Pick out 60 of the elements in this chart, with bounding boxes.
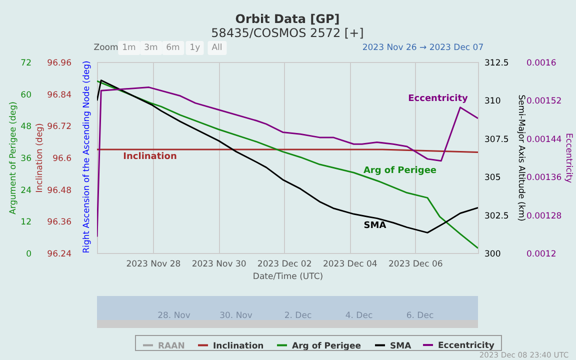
y-tick-label: 12 — [20, 218, 32, 228]
text: 1y — [186, 41, 204, 55]
y3-tick-label: 96.72 — [47, 122, 72, 132]
annotation: Eccentricity — [408, 94, 468, 104]
y3-tick-label: 96.84 — [47, 90, 72, 100]
y-tick-label: 0.00128 — [526, 211, 562, 222]
y-axis-title: Eccentricity — [564, 133, 574, 183]
y-tick-label: 0.0012 — [526, 250, 556, 260]
y-tick-label: 60 — [20, 90, 32, 100]
text: Zoom — [94, 43, 118, 53]
y2-tick-label: 310 — [484, 96, 501, 107]
y2-axis-title: Semi-Major Axis Altitude (km) — [516, 94, 526, 222]
y-tick-label: 0.00152 — [526, 96, 562, 107]
text: 3m — [140, 41, 162, 55]
legend-label: SMA — [390, 341, 412, 352]
chart-subtitle: 58435/COSMOS 2572 [+] — [211, 26, 364, 40]
y-axis-title: Argument of Perigee (deg) — [8, 102, 19, 214]
legend-label: Inclination — [213, 341, 264, 352]
x-tick-label: 2023 Dec 02 — [257, 260, 312, 270]
annotation: SMA — [364, 221, 386, 231]
legend-label: RAAN — [158, 341, 185, 352]
y2-tick-label: 300 — [484, 250, 501, 260]
annotation: Inclination — [123, 152, 177, 162]
text: 30. Nov — [220, 311, 252, 321]
legend-label: Eccentricity — [438, 341, 495, 351]
y3-tick-label: 96.24 — [47, 250, 72, 260]
y-tick-label: 0.0016 — [526, 58, 556, 68]
y-tick-label: 0.00144 — [526, 134, 562, 145]
y2-tick-label: 302.5 — [484, 211, 509, 222]
text: 28. Nov — [158, 311, 190, 321]
text: All — [208, 41, 226, 55]
chart-title: Orbit Data [GP] — [235, 12, 340, 26]
y3-tick-label: 96.48 — [47, 186, 72, 196]
y2-tick-label: 312.5 — [484, 58, 509, 68]
y-tick-label: 48 — [20, 122, 32, 132]
y-tick-label: 0 — [26, 250, 32, 260]
x-tick-label: 2023 Dec 04 — [322, 260, 378, 270]
text: 4. Dec — [345, 311, 373, 321]
y-tick-label: 72 — [20, 58, 32, 68]
y3-tick-label: 96.96 — [47, 58, 72, 68]
x-tick-label: 2023 Nov 28 — [126, 260, 181, 270]
y3-tick-label: 96.6 — [52, 154, 72, 164]
y3-tick-label: 96.36 — [47, 218, 72, 228]
y3-axis-title: Inclination (deg) — [35, 123, 46, 193]
y-tick-label: 36 — [20, 154, 32, 164]
x-tick-label: 2023 Dec 06 — [388, 260, 443, 270]
text: 2. Dec — [284, 311, 312, 321]
y2-tick-label: 305 — [484, 173, 501, 184]
legend-label: Arg of Perigee — [292, 341, 362, 352]
y-tick-label: 0.00136 — [526, 173, 562, 184]
y2-tick-label: 307.5 — [484, 134, 509, 145]
text: 6m — [162, 41, 184, 55]
text: 6. Dec — [406, 311, 434, 321]
text: 2023 Nov 26 → 2023 Dec 07 — [362, 43, 484, 53]
x-tick-label: 2023 Nov 30 — [192, 260, 246, 270]
text: Right Ascension of the Ascending Node (deg) — [82, 60, 92, 254]
y-tick-label: 24 — [20, 186, 32, 196]
x-axis-title: Date/Time (UTC) — [252, 272, 324, 282]
text: 1m — [118, 41, 140, 55]
annotation: Arg of Perigee — [363, 166, 437, 176]
